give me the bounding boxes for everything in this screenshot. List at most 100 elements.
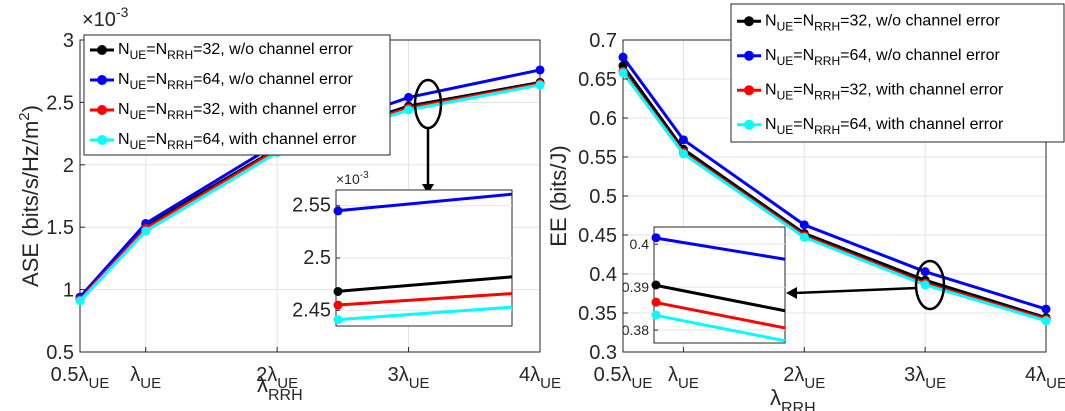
legend-eq: =N — [793, 81, 814, 98]
ase-inset-line — [335, 192, 513, 213]
ase-ytick-label: 3 — [63, 30, 74, 52]
ase-chart: 0.511.522.53 0.5λUE λUE 2λUE 3λUE 4λUE ×10-3… — [16, 4, 561, 404]
ee-y-ticks: 0.3 0.35 0.4 0.45 0.5 0.55 0.6 0.65 0.7 — [578, 30, 628, 364]
ee-ytick-label: 0.7 — [589, 30, 617, 52]
ase-xtick-sub: UE — [277, 375, 298, 392]
legend-eq: =N — [146, 71, 167, 88]
ase-legend-label: NUE=NRRH=64, with channel error — [118, 131, 357, 152]
ee-data-point — [920, 280, 930, 290]
ase-xtick-sym: λ — [130, 364, 140, 386]
legend-rest: =32, w/o channel error — [840, 12, 1000, 29]
ase-xtick-label: 3λUE — [388, 364, 430, 392]
ee-data-point — [678, 135, 688, 145]
ase-data-point — [141, 226, 151, 236]
ee-ytick-label: 0.6 — [589, 108, 617, 130]
legend-n: N — [765, 81, 777, 98]
ee-data-point — [618, 52, 628, 62]
ase-xtick-label: λUE — [130, 364, 161, 392]
ee-inset-line — [653, 313, 786, 343]
ee-x-ticks: 0.5λUE λUE 2λUE 3λUE 4λUE — [594, 347, 1065, 392]
ee-zoom-arrow — [794, 286, 918, 295]
ase-inset-point — [333, 206, 343, 216]
legend-sub: UE — [130, 48, 147, 62]
ee-data-point — [1041, 304, 1051, 314]
ee-xtick-coef: 3 — [904, 364, 915, 386]
ase-data-point — [75, 296, 85, 306]
ee-inset-tick-label: 0.38 — [622, 322, 649, 338]
ee-xtick-sub: UE — [631, 375, 652, 392]
ee-xtick-sym: λ — [794, 364, 804, 386]
ase-xtick-label: 4λUE — [519, 364, 561, 392]
ase-inset-tick-label: 2.5 — [303, 247, 331, 269]
ee-ytick-label: 0.55 — [578, 147, 617, 169]
ee-legend: NUE=NRRH=32, w/o channel errorNUE=NRRH=6… — [730, 3, 1065, 143]
legend-sub: UE — [130, 78, 147, 92]
ase-xtick-sym: λ — [267, 364, 277, 386]
ase-legend-label: NUE=NRRH=32, w/o channel error — [118, 41, 353, 62]
ee-xtick-sym: λ — [1036, 364, 1046, 386]
legend-sub: RRH — [167, 48, 193, 62]
legend-eq: =N — [793, 12, 814, 29]
legend-sub: RRH — [167, 138, 193, 152]
ase-ytick-label: 2.5 — [46, 92, 74, 114]
ee-ytick-label: 0.35 — [578, 303, 617, 325]
ee-xtick-sym: λ — [915, 364, 925, 386]
ase-legend-marker — [97, 75, 107, 85]
ase-inset-tick-label: 2.45 — [292, 299, 331, 321]
ase-ytick-label: 1.5 — [46, 217, 74, 239]
ee-xtick-coef: 4 — [1025, 364, 1036, 386]
ee-legend-label: NUE=NRRH=64, w/o channel error — [765, 47, 1000, 68]
ee-data-point — [678, 149, 688, 159]
legend-n: N — [118, 71, 130, 88]
ee-legend-label: NUE=NRRH=32, w/o channel error — [765, 12, 1000, 33]
ee-ytick-label: 0.3 — [589, 342, 617, 364]
ee-legend-marker — [744, 16, 754, 27]
ee-data-point — [799, 220, 809, 230]
legend-eq: =N — [146, 101, 167, 118]
legend-n: N — [118, 101, 130, 118]
ase-data-point — [535, 80, 545, 90]
ase-xtick-sub: UE — [409, 375, 430, 392]
ee-xtick-label: 0.5λUE — [594, 364, 653, 392]
ase-inset-line — [335, 305, 513, 322]
legend-sub: RRH — [814, 54, 840, 68]
ee-inset-point — [651, 310, 661, 320]
ase-zoom-arrowhead — [422, 184, 434, 194]
ee-ytick-label: 0.45 — [578, 225, 617, 247]
legend-n: N — [765, 12, 777, 29]
ase-xtick-sub: UE — [540, 375, 561, 392]
ee-xtick-label: 2λUE — [783, 364, 825, 392]
legend-rest: =64, w/o channel error — [193, 71, 353, 88]
ase-xtick-label: 2λUE — [256, 364, 298, 392]
ee-inset-line — [653, 283, 786, 313]
ase-ytick-label: 2 — [63, 155, 74, 177]
ase-data-point — [535, 65, 545, 75]
ase-legend-box — [83, 34, 391, 156]
legend-sub: UE — [777, 54, 794, 68]
legend-sub: RRH — [814, 123, 840, 137]
ase-inset-tick-label: 2.55 — [292, 195, 331, 217]
ase-legend: NUE=NRRH=32, w/o channel errorNUE=NRRH=6… — [83, 34, 391, 156]
ase-inset: 2.45 2.5 2.55 ×10-3 — [292, 170, 513, 327]
ee-zoom-ellipse — [914, 259, 946, 311]
ee-inset: 0.38 0.39 0.4 — [622, 226, 786, 344]
ee-series-lines — [618, 52, 1051, 326]
ee-data-point — [799, 232, 809, 242]
inset-exp-base: ×10 — [336, 171, 360, 187]
ase-inset-point — [333, 300, 343, 310]
ee-xtick-sub: UE — [804, 375, 825, 392]
ee-inset-point — [651, 280, 661, 290]
ase-legend-marker — [97, 105, 107, 115]
legend-n: N — [765, 116, 777, 133]
ee-xtick-coef: 2 — [783, 364, 794, 386]
legend-rest: =32, w/o channel error — [193, 41, 353, 58]
legend-sub: UE — [777, 123, 794, 137]
ase-inset-exponent: ×10-3 — [336, 170, 369, 187]
ee-data-point — [1041, 316, 1051, 326]
ee-legend-marker — [744, 50, 754, 61]
ee-inset-point — [651, 233, 661, 243]
ee-inset-tick-label: 0.39 — [622, 279, 649, 295]
ase-xtick-coef: 4 — [519, 364, 530, 386]
legend-n: N — [118, 131, 130, 148]
ase-y-exponent: ×10-3 — [82, 4, 129, 31]
